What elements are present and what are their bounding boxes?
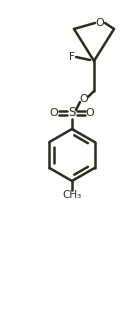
Text: O: O: [96, 18, 104, 28]
Text: O: O: [80, 94, 88, 104]
Text: CH₃: CH₃: [62, 190, 82, 200]
Text: F: F: [69, 52, 75, 62]
Text: O: O: [50, 108, 58, 118]
Text: O: O: [86, 108, 94, 118]
Text: S: S: [68, 107, 76, 119]
